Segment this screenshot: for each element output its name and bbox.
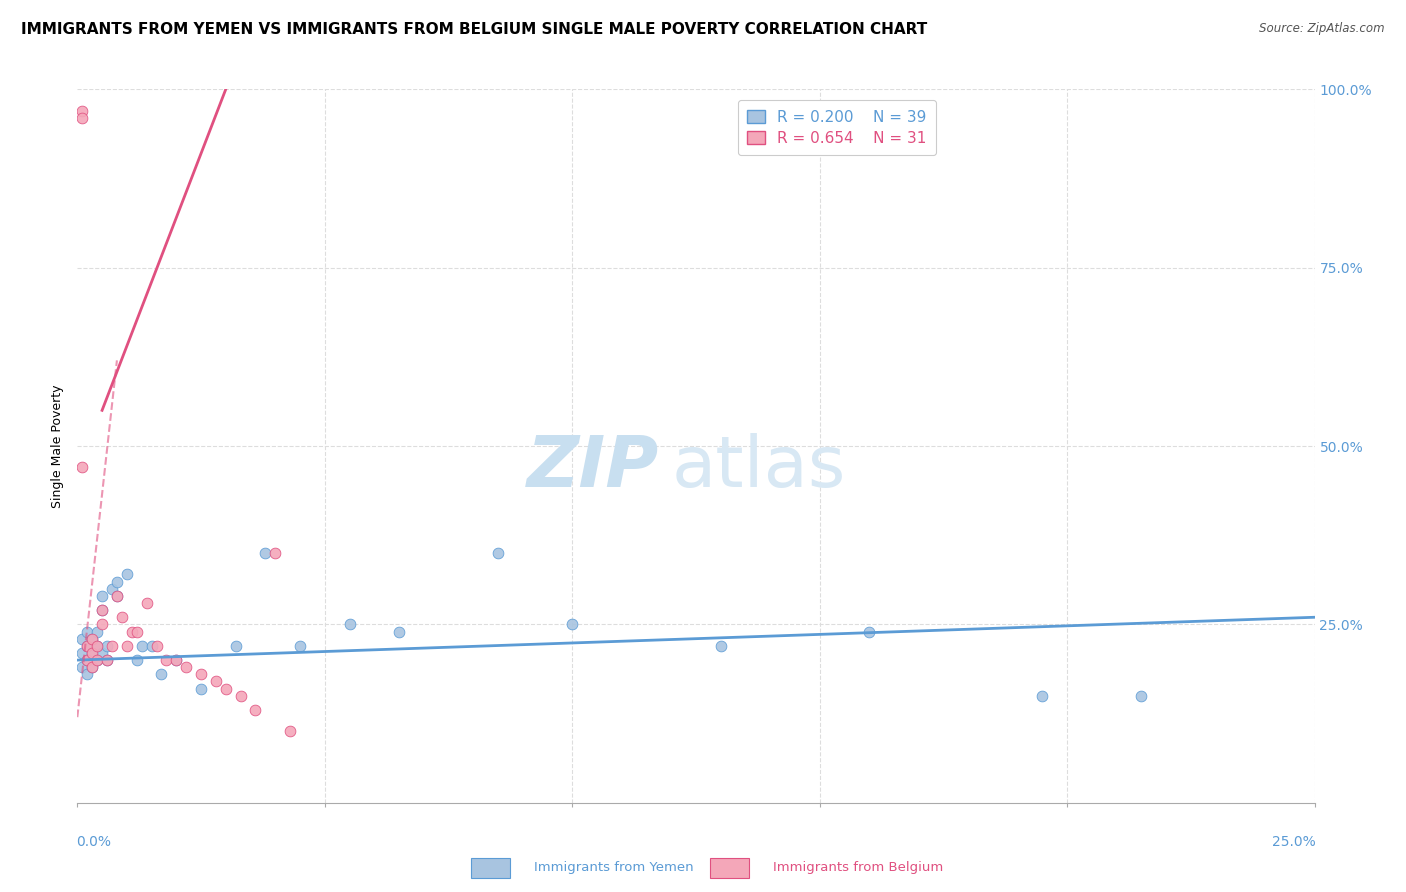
Point: [115, 639, 138, 653]
Y-axis label: Single Male Poverty: Single Male Poverty: [51, 384, 65, 508]
Point: [105, 589, 128, 603]
Point: [174, 660, 197, 674]
Point: [150, 667, 173, 681]
Point: [91, 617, 114, 632]
Point: [72, 660, 94, 674]
Point: [91, 589, 114, 603]
Point: [101, 639, 124, 653]
Point: [264, 546, 287, 560]
Point: [190, 681, 212, 696]
Point: [76, 639, 98, 653]
Point: [710, 639, 733, 653]
Point: [86, 653, 108, 667]
Text: Immigrants from Yemen: Immigrants from Yemen: [534, 861, 695, 873]
Point: [96, 653, 118, 667]
Point: [486, 546, 509, 560]
Point: [82, 660, 104, 674]
Text: 0.0%: 0.0%: [76, 835, 111, 849]
Point: [72, 103, 94, 118]
Point: [1031, 689, 1053, 703]
Point: [82, 660, 104, 674]
Point: [76, 667, 98, 681]
Point: [82, 646, 104, 660]
Point: [190, 667, 212, 681]
Point: [165, 653, 187, 667]
Point: [91, 603, 114, 617]
Text: 25.0%: 25.0%: [1272, 835, 1316, 849]
Point: [101, 582, 124, 596]
Point: [105, 574, 128, 589]
Text: Source: ZipAtlas.com: Source: ZipAtlas.com: [1260, 22, 1385, 36]
Point: [141, 639, 163, 653]
Point: [96, 639, 118, 653]
Point: [254, 546, 277, 560]
Text: atlas: atlas: [671, 433, 845, 502]
Point: [125, 653, 148, 667]
Point: [121, 624, 143, 639]
Point: [125, 624, 148, 639]
Point: [111, 610, 134, 624]
Legend: R = 0.200    N = 39, R = 0.654    N = 31: R = 0.200 N = 39, R = 0.654 N = 31: [738, 101, 936, 155]
Point: [76, 624, 98, 639]
Point: [105, 589, 128, 603]
Point: [215, 681, 238, 696]
Point: [165, 653, 187, 667]
Point: [76, 653, 98, 667]
Point: [155, 653, 177, 667]
Point: [205, 674, 228, 689]
Point: [561, 617, 583, 632]
Point: [225, 639, 247, 653]
Text: ZIP: ZIP: [527, 433, 659, 502]
Point: [72, 632, 94, 646]
Point: [278, 724, 301, 739]
Point: [72, 646, 94, 660]
Point: [288, 639, 311, 653]
Point: [96, 653, 118, 667]
Point: [82, 632, 104, 646]
Point: [135, 596, 157, 610]
Point: [82, 632, 104, 646]
Point: [91, 646, 114, 660]
Point: [76, 653, 98, 667]
Text: IMMIGRANTS FROM YEMEN VS IMMIGRANTS FROM BELGIUM SINGLE MALE POVERTY CORRELATION: IMMIGRANTS FROM YEMEN VS IMMIGRANTS FROM…: [21, 22, 928, 37]
Point: [145, 639, 167, 653]
Point: [86, 653, 108, 667]
Point: [245, 703, 267, 717]
Point: [131, 639, 153, 653]
Point: [86, 624, 108, 639]
Point: [76, 639, 98, 653]
Point: [82, 646, 104, 660]
Point: [115, 567, 138, 582]
Point: [1130, 689, 1153, 703]
Point: [858, 624, 880, 639]
Text: Immigrants from Belgium: Immigrants from Belgium: [773, 861, 943, 873]
Point: [229, 689, 252, 703]
Point: [86, 639, 108, 653]
Point: [72, 460, 94, 475]
Point: [339, 617, 361, 632]
Point: [91, 603, 114, 617]
Point: [86, 639, 108, 653]
Point: [388, 624, 411, 639]
Point: [72, 111, 94, 125]
